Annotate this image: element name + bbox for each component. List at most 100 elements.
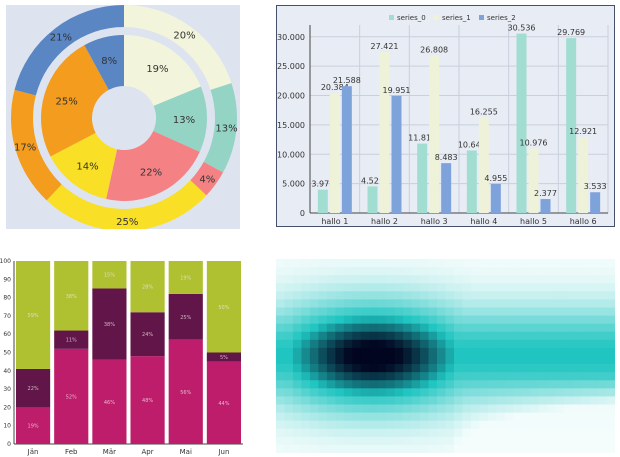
heatmap-cell	[352, 283, 362, 292]
bar	[540, 199, 551, 213]
bar	[417, 143, 428, 213]
heatmap-cell	[420, 259, 429, 268]
heatmap-cell	[504, 275, 514, 284]
heatmap-cell	[572, 436, 582, 446]
heatmap-cell	[572, 275, 582, 284]
x-tick-label: hallo 3	[421, 217, 448, 226]
heatmap-cell	[369, 339, 379, 349]
heatmap-cell	[377, 267, 387, 276]
heatmap-cell	[352, 339, 362, 349]
heatmap-cell	[513, 396, 523, 405]
heatmap-cell	[292, 404, 302, 413]
heatmap-cell	[309, 428, 319, 438]
heatmap-cell	[547, 404, 557, 413]
y-tick-label: 60	[3, 331, 11, 338]
heatmap-cell	[335, 388, 345, 397]
heatmap-cell	[538, 380, 548, 389]
heatmap-cell	[335, 396, 345, 405]
heatmap-cell	[479, 356, 489, 365]
heatmap-cell	[403, 356, 412, 365]
donut-slice-label: 17%	[14, 143, 36, 154]
heatmap-cell	[581, 428, 590, 438]
heatmap-cell	[581, 315, 590, 325]
heatmap-cell	[470, 428, 480, 438]
heatmap-cell	[606, 323, 615, 333]
x-tick-label: hallo 4	[470, 217, 497, 226]
heatmap-cell	[538, 420, 548, 430]
heatmap-cell	[437, 372, 446, 381]
heatmap-cell	[394, 267, 404, 276]
heatmap-cell	[555, 412, 565, 422]
heatmap-cell	[581, 372, 590, 381]
heatmap-cell	[403, 380, 412, 389]
donut-slice-label: 25%	[116, 217, 138, 228]
heatmap-cell	[479, 396, 489, 405]
heatmap-cell	[589, 356, 599, 365]
heatmap-cell	[284, 275, 294, 284]
heatmap-cell	[403, 283, 412, 292]
heatmap-cell	[352, 356, 362, 365]
heatmap-cell	[606, 267, 615, 276]
heatmap-cell	[487, 380, 497, 389]
heatmap-cell	[369, 331, 379, 341]
heatmap-cell	[479, 307, 489, 316]
heatmap-cell	[530, 436, 540, 446]
heatmap-cell	[411, 420, 421, 430]
heatmap-cell	[301, 323, 311, 333]
heatmap-cell	[555, 356, 565, 365]
heatmap-cell	[462, 428, 472, 438]
heatmap-cell	[453, 396, 463, 405]
heatmap-cell	[301, 299, 311, 308]
heatmap-cell	[377, 396, 387, 405]
bar-value-label: 2.377	[534, 189, 557, 198]
heatmap-cell	[377, 323, 387, 333]
heatmap-cell	[462, 315, 472, 325]
heatmap-cell	[606, 364, 615, 373]
heatmap-cell	[352, 412, 362, 422]
heatmap-cell	[547, 412, 557, 422]
donut-slice-label: 21%	[50, 33, 72, 44]
heatmap-cell	[598, 436, 607, 446]
heatmap-cell	[496, 315, 506, 325]
heatmap-cell	[547, 275, 557, 284]
heatmap-cell	[437, 380, 446, 389]
heatmap-cell	[462, 372, 472, 381]
heatmap-cell	[462, 396, 472, 405]
heatmap-cell	[462, 299, 472, 308]
heatmap-cell	[343, 372, 353, 381]
heatmap-cell	[352, 331, 362, 341]
heatmap-cell	[292, 323, 302, 333]
stacked-bar-segment	[16, 407, 51, 444]
heatmap-cell	[504, 259, 514, 268]
stacked-bar-chart: 0 10 20 30 40 50 60 70 80 90 100 19% 22% 59% Jän 52% 11%…	[0, 258, 245, 457]
bar-value-label: 3.533	[584, 182, 607, 191]
heatmap-cell	[496, 356, 506, 365]
donut-slice	[11, 89, 62, 201]
heatmap-cell	[369, 404, 379, 413]
heatmap-cell	[386, 388, 396, 397]
bar-value-label: 16.255	[470, 108, 498, 117]
heatmap-cell	[369, 436, 379, 446]
heatmap-cell	[530, 388, 540, 397]
segment-label: 38%	[104, 322, 115, 328]
heatmap-cell	[470, 323, 480, 333]
heatmap-cell	[589, 283, 599, 292]
heatmap-cell	[547, 356, 557, 365]
heatmap-cell	[606, 315, 615, 325]
legend-swatch	[434, 15, 439, 20]
heatmap-cell	[572, 364, 582, 373]
heatmap-cell	[352, 299, 362, 308]
heatmap-cell	[276, 372, 285, 381]
heatmap-cell	[292, 436, 302, 446]
donut-slice-label: 22%	[140, 168, 162, 179]
heatmap-cell	[538, 331, 548, 341]
heatmap-cell	[496, 380, 506, 389]
heatmap-cell	[606, 436, 615, 446]
heatmap-cell	[318, 275, 328, 284]
heatmap-cell	[487, 364, 497, 373]
heatmap-cell	[462, 291, 472, 300]
heatmap-cell	[462, 323, 472, 333]
heatmap-cell	[521, 356, 531, 365]
heatmap-cell	[513, 307, 523, 316]
heatmap-cell	[377, 404, 387, 413]
